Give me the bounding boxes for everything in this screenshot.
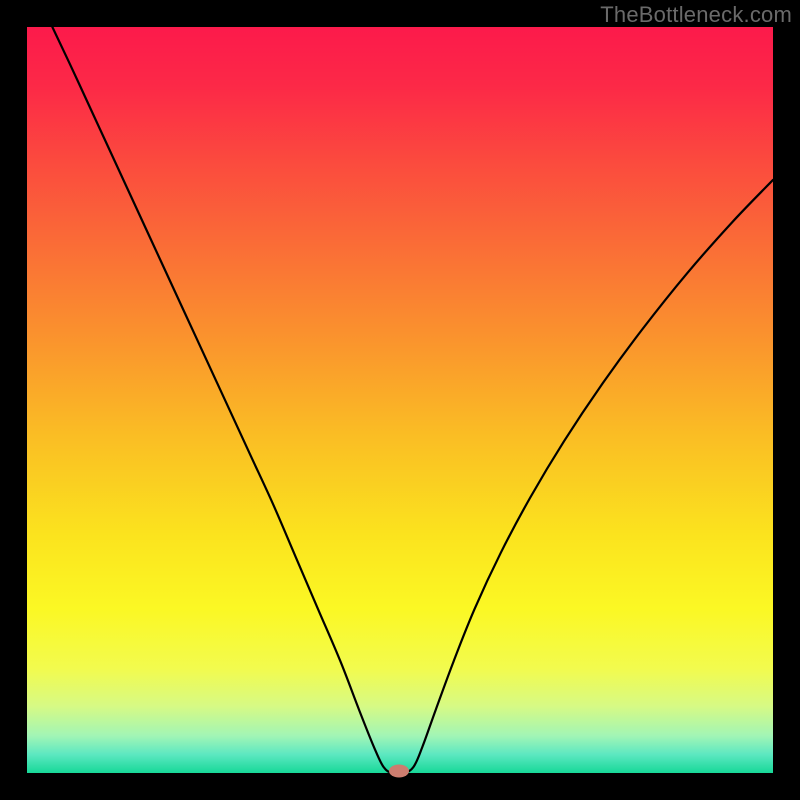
chart-plot-area	[27, 27, 773, 773]
watermark-text: TheBottleneck.com	[600, 2, 792, 28]
chart-root: { "chart": { "type": "line", "outer_size…	[0, 0, 800, 800]
bottleneck-curve	[52, 27, 773, 773]
optimum-marker-dot	[389, 764, 409, 777]
chart-curve-layer	[27, 27, 773, 773]
